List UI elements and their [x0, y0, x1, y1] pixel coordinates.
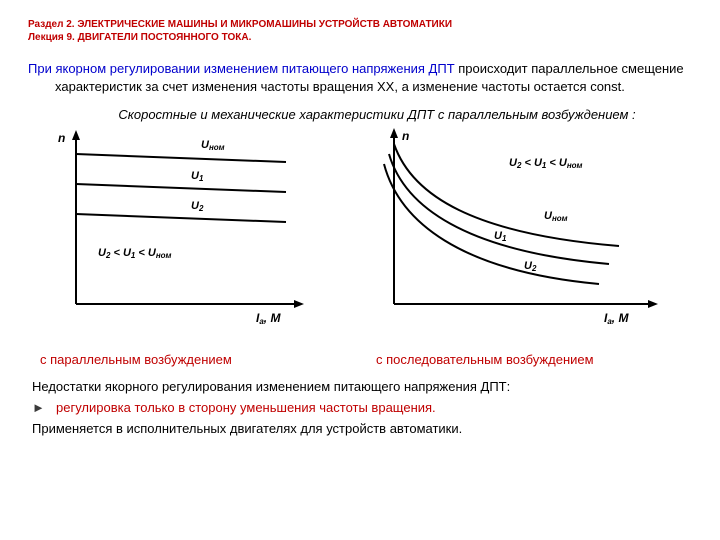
caption-right: с последовательным возбуждением: [356, 352, 692, 367]
chart-left: n Ia, M Uном U1 U2 U2 < U1 < Uном: [36, 126, 364, 344]
charts-subtitle: Скоростные и механические характеристики…: [0, 99, 720, 126]
svg-text:Uном: Uном: [201, 139, 225, 152]
svg-text:U2 < U1 < Uном: U2 < U1 < Uном: [98, 247, 172, 260]
footer-block: Недостатки якорного регулирования измене…: [0, 367, 720, 439]
footer-bullet-text: регулировка только в сторону уменьшения …: [56, 398, 436, 419]
footer-bullet-row: ► регулировка только в сторону уменьшени…: [32, 398, 692, 419]
svg-text:U1: U1: [494, 230, 507, 243]
caption-left: с параллельным возбуждением: [40, 352, 356, 367]
charts-row: n Ia, M Uном U1 U2 U2 < U1 < Uном n Ia, M …: [0, 126, 720, 344]
chart-right: n Ia, M Uном U1 U2 U2 < U1 < Uном: [364, 126, 692, 344]
header-line-1: Раздел 2. ЭЛЕКТРИЧЕСКИЕ МАШИНЫ И МИКРОМА…: [28, 18, 692, 31]
svg-text:n: n: [402, 129, 409, 143]
svg-text:U2: U2: [191, 200, 204, 213]
svg-text:U1: U1: [191, 170, 204, 183]
intro-paragraph: При якорном регулировании изменением пит…: [0, 48, 720, 99]
svg-text:n: n: [58, 131, 65, 145]
footer-line-1: Недостатки якорного регулирования измене…: [32, 377, 692, 398]
slide-header: Раздел 2. ЭЛЕКТРИЧЕСКИЕ МАШИНЫ И МИКРОМА…: [0, 0, 720, 48]
footer-line-3: Применяется в исполнительных двигателях …: [32, 419, 692, 440]
header-line-2: Лекция 9. ДВИГАТЕЛИ ПОСТОЯННОГО ТОКА.: [28, 31, 692, 44]
svg-text:Ia, M: Ia, M: [604, 311, 629, 326]
bullet-mark-icon: ►: [32, 398, 56, 419]
svg-text:Ia, M: Ia, M: [256, 311, 281, 326]
intro-blue-span: При якорном регулировании изменением пит…: [28, 61, 455, 76]
chart-captions: с параллельным возбуждением с последоват…: [0, 344, 720, 367]
svg-text:U2 < U1 < Uном: U2 < U1 < Uном: [509, 157, 583, 170]
svg-text:U2: U2: [524, 260, 537, 273]
svg-text:Uном: Uном: [544, 210, 568, 223]
